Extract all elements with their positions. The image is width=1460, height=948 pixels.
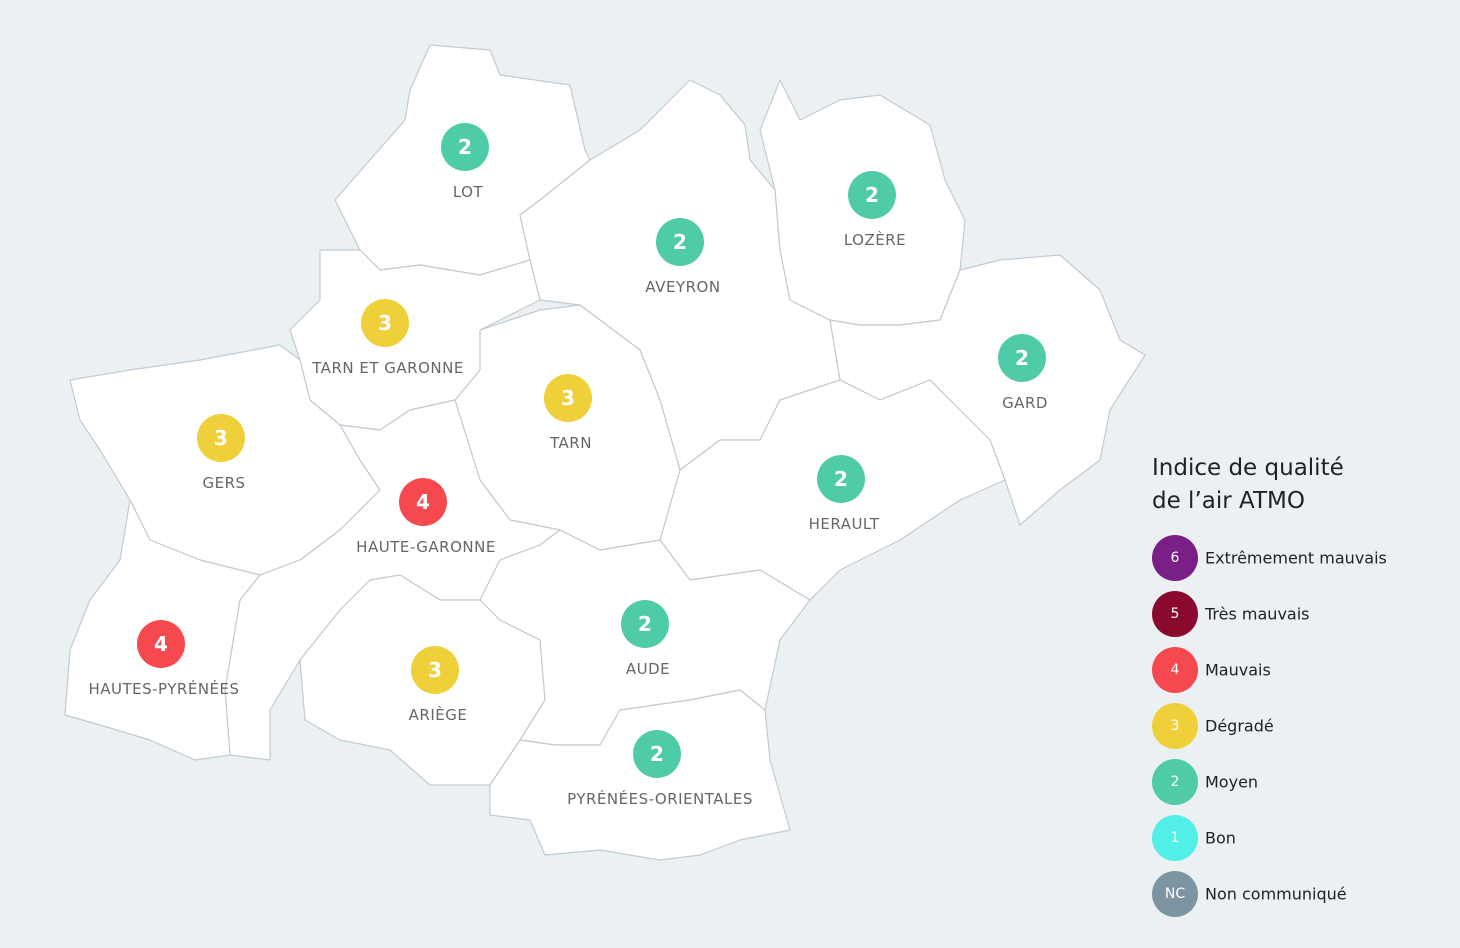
legend-code: 3 (1171, 718, 1180, 734)
index-marker (633, 730, 681, 778)
index-value: 2 (673, 230, 687, 254)
index-value: 4 (416, 490, 430, 514)
index-marker (621, 600, 669, 648)
index-value: 2 (865, 183, 879, 207)
index-marker (399, 478, 447, 526)
legend-label: Dégradé (1205, 717, 1274, 736)
department-name: GERS (202, 474, 245, 492)
department-name: LOZÈRE (844, 230, 906, 249)
index-marker (411, 646, 459, 694)
region-tarn-et-garonne (289, 249, 541, 431)
department-name: HERAULT (809, 515, 880, 533)
index-marker (656, 218, 704, 266)
legend-swatch (1152, 759, 1198, 805)
index-marker (544, 374, 592, 422)
legend-swatch (1152, 703, 1198, 749)
legend-label: Bon (1205, 829, 1236, 848)
legend-code: 1 (1171, 830, 1180, 846)
index-value: 2 (638, 612, 652, 636)
legend-label: Extrêmement mauvais (1205, 549, 1387, 568)
department-name: GARD (1002, 394, 1048, 412)
legend-label: Très mauvais (1204, 605, 1310, 624)
index-value: 2 (834, 467, 848, 491)
department-name: AUDE (626, 660, 670, 678)
index-marker (441, 123, 489, 171)
legend-code: 4 (1171, 662, 1180, 678)
legend-label: Mauvais (1205, 661, 1271, 680)
legend-code: NC (1165, 886, 1185, 902)
legend-code: 5 (1171, 606, 1180, 622)
region-pyrenees-orientales (489, 689, 791, 861)
legend-swatch (1152, 591, 1198, 637)
index-value: 2 (458, 135, 472, 159)
department-name: TARN ET GARONNE (311, 359, 464, 377)
department-name: TARN (549, 434, 592, 452)
legend-swatch (1152, 535, 1198, 581)
legend-title: Indice de qualité de l’air ATMO (1152, 455, 1344, 514)
legend-swatch (1152, 647, 1198, 693)
index-value: 3 (428, 658, 442, 682)
department-name: LOT (453, 183, 484, 201)
index-value: 3 (214, 426, 228, 450)
index-value: 3 (378, 311, 392, 335)
department-name: AVEYRON (645, 278, 720, 296)
legend-code: 6 (1171, 550, 1180, 566)
index-marker (817, 455, 865, 503)
index-marker (197, 414, 245, 462)
index-marker (361, 299, 409, 347)
legend-code: 2 (1171, 774, 1180, 790)
index-marker (137, 620, 185, 668)
index-value: 3 (561, 386, 575, 410)
regions (64, 44, 1146, 861)
index-value: 4 (154, 632, 168, 656)
index-value: 2 (1015, 346, 1029, 370)
department-name: HAUTE-GARONNE (356, 538, 496, 556)
index-marker (998, 334, 1046, 382)
department-name: HAUTES-PYRÉNÉES (88, 679, 239, 698)
index-marker (848, 171, 896, 219)
legend-label: Non communiqué (1205, 885, 1347, 904)
index-value: 2 (650, 742, 664, 766)
department-name: ARIÈGE (409, 705, 468, 724)
legend-swatch (1152, 871, 1198, 917)
legend-label: Moyen (1205, 773, 1258, 792)
legend-swatch (1152, 815, 1198, 861)
department-name: PYRÉNÉES-ORIENTALES (567, 789, 753, 808)
